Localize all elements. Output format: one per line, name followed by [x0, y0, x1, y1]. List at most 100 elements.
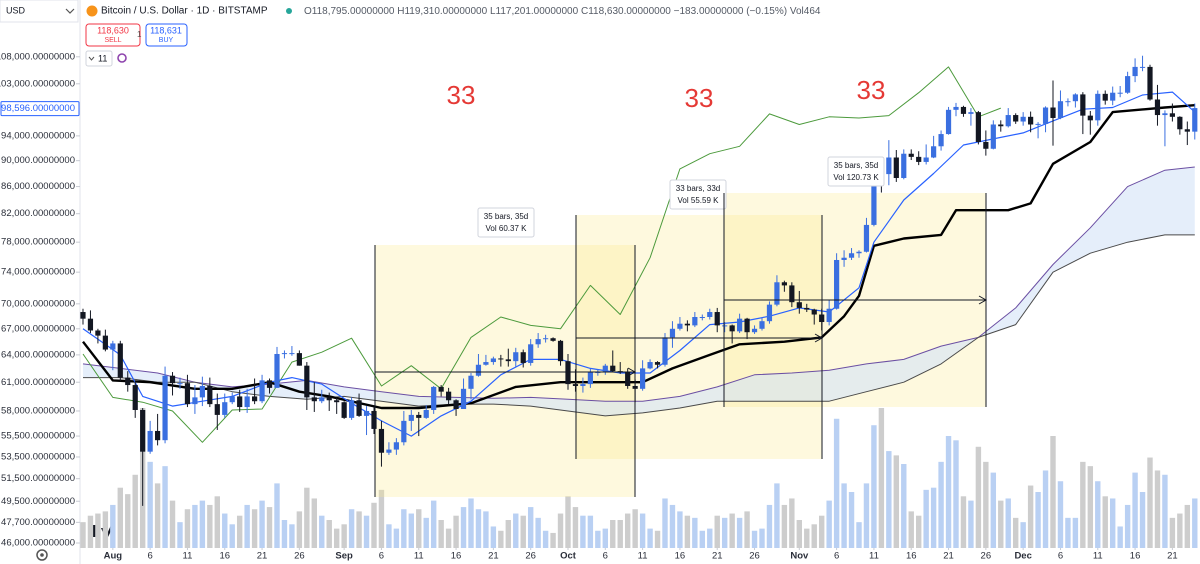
candle-body	[998, 124, 1004, 127]
y-tick-label: 108,000.00000000	[0, 51, 75, 62]
candle-body	[1028, 116, 1034, 125]
buy-button[interactable]	[145, 23, 188, 47]
candle-body	[834, 259, 840, 309]
volume-bar	[1057, 481, 1064, 548]
candle-body	[1162, 113, 1168, 116]
candle-body	[289, 353, 295, 355]
sell-button[interactable]	[85, 23, 141, 47]
candle-body	[766, 304, 773, 322]
candle-body	[125, 377, 131, 386]
candle-body	[356, 400, 362, 416]
x-tick-label: Sep	[335, 551, 353, 562]
x-tick-label: 6	[147, 551, 152, 562]
candle-body	[296, 353, 302, 366]
volume-bar	[281, 520, 288, 548]
volume-bar	[632, 509, 638, 548]
volume-bar	[886, 451, 892, 548]
candle-body	[177, 383, 183, 385]
y-tick-label: 64,000.00000000	[1, 349, 75, 360]
candle-body	[1013, 115, 1019, 122]
volume-bar	[893, 455, 900, 548]
range-bars: 35 bars, 35d	[484, 212, 528, 221]
candle-body	[580, 384, 586, 386]
y-tick-label: 46,000.00000000	[1, 538, 75, 549]
y-tick-label: 55,500.00000000	[1, 431, 75, 442]
candle-body	[841, 257, 847, 260]
volume-bar	[393, 528, 400, 548]
x-tick-label: 16	[675, 551, 686, 562]
candle-body	[1192, 108, 1198, 132]
volume-bar	[80, 522, 86, 548]
candle-body	[334, 400, 340, 403]
volume-bar	[1027, 485, 1034, 548]
candle-body	[222, 402, 228, 415]
volume-bar	[1192, 498, 1198, 548]
volume-bar	[199, 500, 206, 548]
volume-bar	[102, 511, 109, 548]
candle-body	[923, 157, 929, 162]
candle-body	[259, 380, 265, 402]
candle-body	[192, 397, 198, 405]
indicator-toggle[interactable]	[85, 50, 113, 67]
x-tick-label: 26	[981, 551, 992, 562]
ohlc-volume: Vol464	[790, 6, 821, 17]
volume-bar	[617, 520, 623, 548]
candle-body	[446, 391, 452, 401]
y-tick-label: 74,000.00000000	[1, 267, 75, 278]
candle-body	[252, 396, 258, 402]
candle-body	[95, 330, 101, 336]
candle-body	[319, 397, 325, 402]
y-tick-label: 58,000.00000000	[1, 405, 75, 416]
candle-body	[475, 364, 482, 376]
candle-body	[789, 285, 795, 303]
currency-select[interactable]	[0, 0, 79, 23]
x-tick-label: 11	[869, 551, 879, 562]
candle-body	[274, 353, 280, 388]
volume-bar	[699, 530, 706, 548]
volume-bar	[378, 489, 385, 548]
candle-body	[483, 362, 489, 365]
candle-body	[699, 317, 705, 319]
volume-bar	[878, 408, 885, 548]
candle-body	[1125, 76, 1131, 93]
y-tick-label: 51,500.00000000	[1, 473, 75, 484]
volume-bar	[527, 507, 534, 548]
volume-bar	[826, 500, 832, 548]
volume-bar	[1012, 517, 1019, 548]
volume-bar	[833, 418, 840, 548]
candle-body	[132, 385, 138, 410]
x-tick-label: 21	[943, 551, 954, 562]
x-tick-label: 21	[257, 551, 268, 562]
volume-bar	[333, 528, 340, 548]
volume-bar	[796, 520, 803, 548]
volume-bar	[1154, 470, 1161, 548]
candle-body	[378, 428, 385, 453]
volume-bar	[177, 522, 183, 548]
candle-body	[796, 302, 802, 308]
candle-body	[1132, 66, 1138, 77]
volume-bar	[1102, 496, 1108, 548]
volume-bar	[236, 515, 243, 548]
candle-body	[1072, 94, 1078, 102]
volume-bar	[423, 517, 429, 548]
volume-bar	[87, 515, 94, 548]
ohlc-close: C118,630.00000000	[581, 6, 671, 17]
candle-body	[692, 317, 698, 326]
volume-bar	[430, 500, 437, 548]
volume-bar	[95, 513, 101, 548]
volume-bar	[1087, 466, 1094, 548]
volume-bar	[856, 522, 862, 548]
volume-bar	[923, 489, 929, 548]
sell-price: 118,630	[97, 25, 129, 35]
candle-body	[498, 358, 504, 360]
volume-bar	[714, 515, 720, 548]
volume-bar	[975, 446, 982, 548]
volume-bar	[154, 483, 161, 548]
annotation: 33	[447, 80, 476, 110]
volume-bar	[595, 530, 601, 548]
settings-icon[interactable]	[36, 549, 48, 561]
candle-body	[1035, 123, 1041, 125]
candle-body	[1139, 66, 1146, 68]
candle-body	[147, 430, 153, 452]
